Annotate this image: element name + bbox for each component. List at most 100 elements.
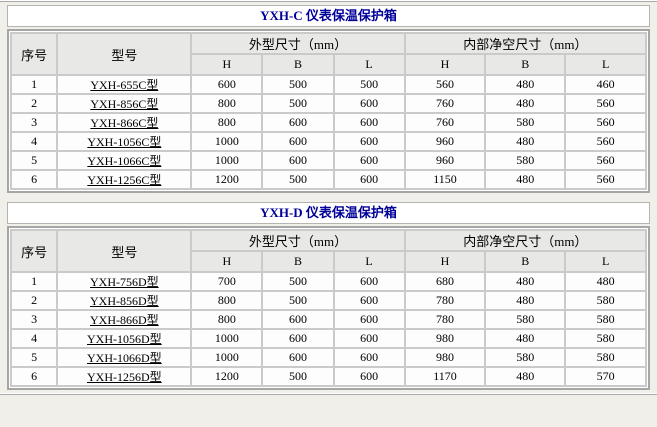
dimension-cell: 580 <box>564 309 647 330</box>
col-header-inner-l: L <box>564 53 647 76</box>
dimension-cell: 600 <box>332 309 406 330</box>
dimension-cell: 600 <box>332 347 406 368</box>
spec-table-yxh-c: 序号 型号 外型尺寸（mm） 内部净空尺寸（mm） H B L H B L 1 Y… <box>7 29 650 193</box>
model-link[interactable]: YXH-866C型 <box>90 116 159 130</box>
model-cell: YXH-1066C型 <box>56 150 193 171</box>
dimension-cell: 600 <box>261 131 335 152</box>
col-header-inner-b: B <box>484 53 567 76</box>
table-row: 3 YXH-866C型 800 600 600 760 580 560 <box>9 112 647 133</box>
dimension-cell: 580 <box>484 112 567 133</box>
model-cell: YXH-856D型 <box>56 290 193 311</box>
model-cell: YXH-856C型 <box>56 93 193 114</box>
model-link[interactable]: YXH-1256C型 <box>87 173 162 187</box>
dimension-cell: 600 <box>332 169 406 190</box>
model-link[interactable]: YXH-856C型 <box>90 97 159 111</box>
model-link[interactable]: YXH-866D型 <box>90 313 159 327</box>
dimension-cell: 580 <box>564 290 647 311</box>
dimension-cell: 580 <box>484 309 567 330</box>
dimension-cell: 1170 <box>403 366 487 387</box>
dimension-cell: 600 <box>332 271 406 292</box>
model-link[interactable]: YXH-1256D型 <box>87 370 162 384</box>
table-row: 1 YXH-655C型 600 500 500 560 480 460 <box>9 74 647 95</box>
table-row: 6 YXH-1256D型 1200 500 600 1170 480 570 <box>9 366 647 387</box>
section-gap <box>7 193 650 199</box>
table-title-yxh-d: YXH-D 仪表保温保护箱 <box>7 202 650 224</box>
dimension-cell: 480 <box>484 290 567 311</box>
col-header-seq: 序号 <box>9 32 59 76</box>
model-cell: YXH-756D型 <box>56 271 193 292</box>
model-cell: YXH-1056D型 <box>56 328 193 349</box>
col-header-outer-dims: 外型尺寸（mm） <box>190 32 406 55</box>
col-header-seq: 序号 <box>9 229 59 273</box>
col-header-inner-b: B <box>484 250 567 273</box>
dimension-cell: 480 <box>484 271 567 292</box>
seq-cell: 6 <box>9 366 59 387</box>
dimension-cell: 600 <box>332 366 406 387</box>
model-link[interactable]: YXH-655C型 <box>90 78 159 92</box>
dimension-cell: 1000 <box>190 131 264 152</box>
seq-cell: 2 <box>9 290 59 311</box>
model-link[interactable]: YXH-1056C型 <box>87 135 162 149</box>
seq-cell: 6 <box>9 169 59 190</box>
dimension-cell: 560 <box>564 150 647 171</box>
dimension-cell: 1150 <box>403 169 487 190</box>
dimension-cell: 800 <box>190 290 264 311</box>
seq-cell: 4 <box>9 328 59 349</box>
dimension-cell: 580 <box>564 328 647 349</box>
col-header-outer-dims: 外型尺寸（mm） <box>190 229 406 252</box>
model-link[interactable]: YXH-1066C型 <box>87 154 162 168</box>
table-row: 5 YXH-1066D型 1000 600 600 980 580 580 <box>9 347 647 368</box>
dimension-cell: 500 <box>261 74 335 95</box>
model-cell: YXH-866C型 <box>56 112 193 133</box>
model-cell: YXH-1056C型 <box>56 131 193 152</box>
dimension-cell: 480 <box>484 328 567 349</box>
table-title-yxh-c: YXH-C 仪表保温保护箱 <box>7 5 650 27</box>
dimension-cell: 600 <box>332 131 406 152</box>
seq-cell: 4 <box>9 131 59 152</box>
dimension-cell: 760 <box>403 93 487 114</box>
dimension-cell: 760 <box>403 112 487 133</box>
seq-cell: 2 <box>9 93 59 114</box>
dimension-cell: 500 <box>332 74 406 95</box>
dimension-cell: 560 <box>564 112 647 133</box>
dimension-cell: 1000 <box>190 347 264 368</box>
header-row-groups: 序号 型号 外型尺寸（mm） 内部净空尺寸（mm） <box>9 32 648 76</box>
dimension-cell: 580 <box>564 347 647 368</box>
dimension-cell: 480 <box>484 366 567 387</box>
bottom-divider <box>0 393 657 395</box>
dimension-cell: 480 <box>484 74 567 95</box>
dimension-cell: 580 <box>484 347 567 368</box>
model-link[interactable]: YXH-1066D型 <box>87 351 162 365</box>
dimension-cell: 960 <box>403 150 487 171</box>
dimension-cell: 980 <box>403 347 487 368</box>
model-link[interactable]: YXH-856D型 <box>90 294 159 308</box>
dimension-cell: 800 <box>190 112 264 133</box>
model-link[interactable]: YXH-1056D型 <box>87 332 162 346</box>
dimension-cell: 500 <box>261 366 335 387</box>
col-header-inner-dims: 内部净空尺寸（mm） <box>403 32 648 55</box>
header-row-subs: H B L H B L <box>11 250 647 273</box>
top-divider <box>0 0 657 2</box>
col-header-inner-dims: 内部净空尺寸（mm） <box>403 229 648 252</box>
model-cell: YXH-1256C型 <box>56 169 193 190</box>
dimension-cell: 560 <box>564 169 647 190</box>
dimension-cell: 700 <box>190 271 264 292</box>
col-header-outer-h: H <box>190 250 264 273</box>
dimension-cell: 600 <box>332 328 406 349</box>
dimension-cell: 600 <box>332 93 406 114</box>
dimension-cell: 780 <box>403 309 487 330</box>
seq-cell: 3 <box>9 309 59 330</box>
dimension-cell: 600 <box>190 74 264 95</box>
col-header-outer-l: L <box>332 53 406 76</box>
dimension-cell: 600 <box>332 150 406 171</box>
seq-cell: 3 <box>9 112 59 133</box>
model-link[interactable]: YXH-756D型 <box>90 275 159 289</box>
dimension-cell: 800 <box>190 309 264 330</box>
col-header-outer-b: B <box>261 53 335 76</box>
dimension-cell: 960 <box>403 131 487 152</box>
dimension-cell: 500 <box>261 169 335 190</box>
dimension-cell: 980 <box>403 328 487 349</box>
col-header-outer-h: H <box>190 53 264 76</box>
header-row-subs: H B L H B L <box>11 53 647 76</box>
dimension-cell: 460 <box>564 74 647 95</box>
